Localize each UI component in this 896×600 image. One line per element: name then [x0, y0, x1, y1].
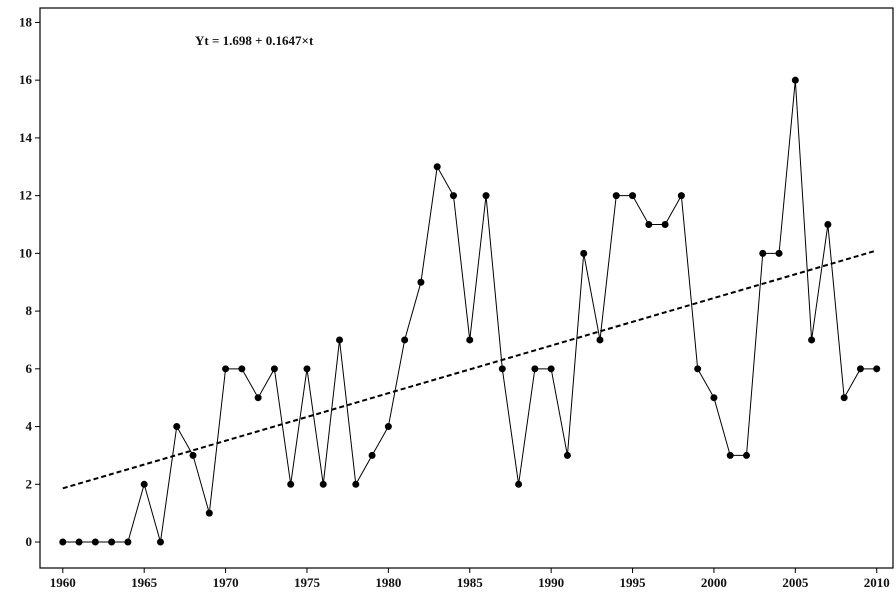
point: [124, 538, 132, 546]
point: [384, 423, 392, 431]
point: [368, 451, 376, 459]
point: [222, 365, 230, 373]
point: [401, 336, 409, 344]
point: [531, 365, 539, 373]
point: [498, 365, 506, 373]
point: [140, 480, 148, 488]
point: [710, 394, 718, 402]
point: [466, 336, 474, 344]
point: [319, 480, 327, 488]
point: [873, 365, 881, 373]
y-tick-label: 14: [19, 130, 33, 145]
x-tick-label: 1960: [50, 575, 76, 590]
point: [726, 451, 734, 459]
point: [205, 509, 213, 517]
point: [270, 365, 278, 373]
x-tick-label: 1975: [294, 575, 321, 590]
point: [808, 336, 816, 344]
y-tick-label: 12: [19, 188, 32, 203]
y-tick-label: 0: [26, 534, 33, 549]
point: [417, 278, 425, 286]
x-tick-label: 1980: [375, 575, 401, 590]
y-tick-label: 8: [26, 303, 33, 318]
y-tick-label: 16: [19, 72, 33, 87]
point: [238, 365, 246, 373]
point: [336, 336, 344, 344]
point: [547, 365, 555, 373]
trend-line: [62, 249, 878, 490]
y-tick-label: 2: [26, 476, 33, 491]
point: [515, 480, 523, 488]
point: [254, 394, 262, 402]
point: [433, 163, 441, 171]
x-tick-label: 2000: [701, 575, 727, 590]
point: [156, 538, 164, 546]
point: [449, 192, 457, 200]
x-tick-label: 2005: [782, 575, 809, 590]
point: [759, 249, 767, 257]
series-line: [62, 80, 877, 543]
point: [824, 220, 832, 228]
point: [287, 480, 295, 488]
plot-frame: [39, 7, 894, 569]
point: [629, 192, 637, 200]
point: [108, 538, 116, 546]
point: [840, 394, 848, 402]
point: [661, 220, 669, 228]
y-tick-label: 4: [26, 419, 33, 434]
point: [303, 365, 311, 373]
point: [352, 480, 360, 488]
x-tick-label: 2010: [864, 575, 890, 590]
point: [612, 192, 620, 200]
x-tick-label: 1965: [131, 575, 158, 590]
x-tick-label: 1985: [457, 575, 484, 590]
x-tick-label: 1990: [538, 575, 564, 590]
point: [482, 192, 490, 200]
point: [856, 365, 864, 373]
equation-annotation: Yt = 1.698 + 0.1647×t: [195, 33, 314, 48]
point: [563, 451, 571, 459]
y-tick-label: 6: [26, 361, 33, 376]
point: [189, 451, 197, 459]
x-tick-label: 1995: [620, 575, 647, 590]
point: [645, 220, 653, 228]
point: [677, 192, 685, 200]
point: [742, 451, 750, 459]
point: [694, 365, 702, 373]
y-tick-label: 10: [19, 245, 32, 260]
y-tick-label: 18: [19, 14, 33, 29]
point: [580, 249, 588, 257]
point: [91, 538, 99, 546]
point: [596, 336, 604, 344]
point: [791, 76, 799, 84]
point: [59, 538, 67, 546]
point: [173, 423, 181, 431]
point: [775, 249, 783, 257]
point: [75, 538, 83, 546]
x-tick-label: 1970: [213, 575, 239, 590]
